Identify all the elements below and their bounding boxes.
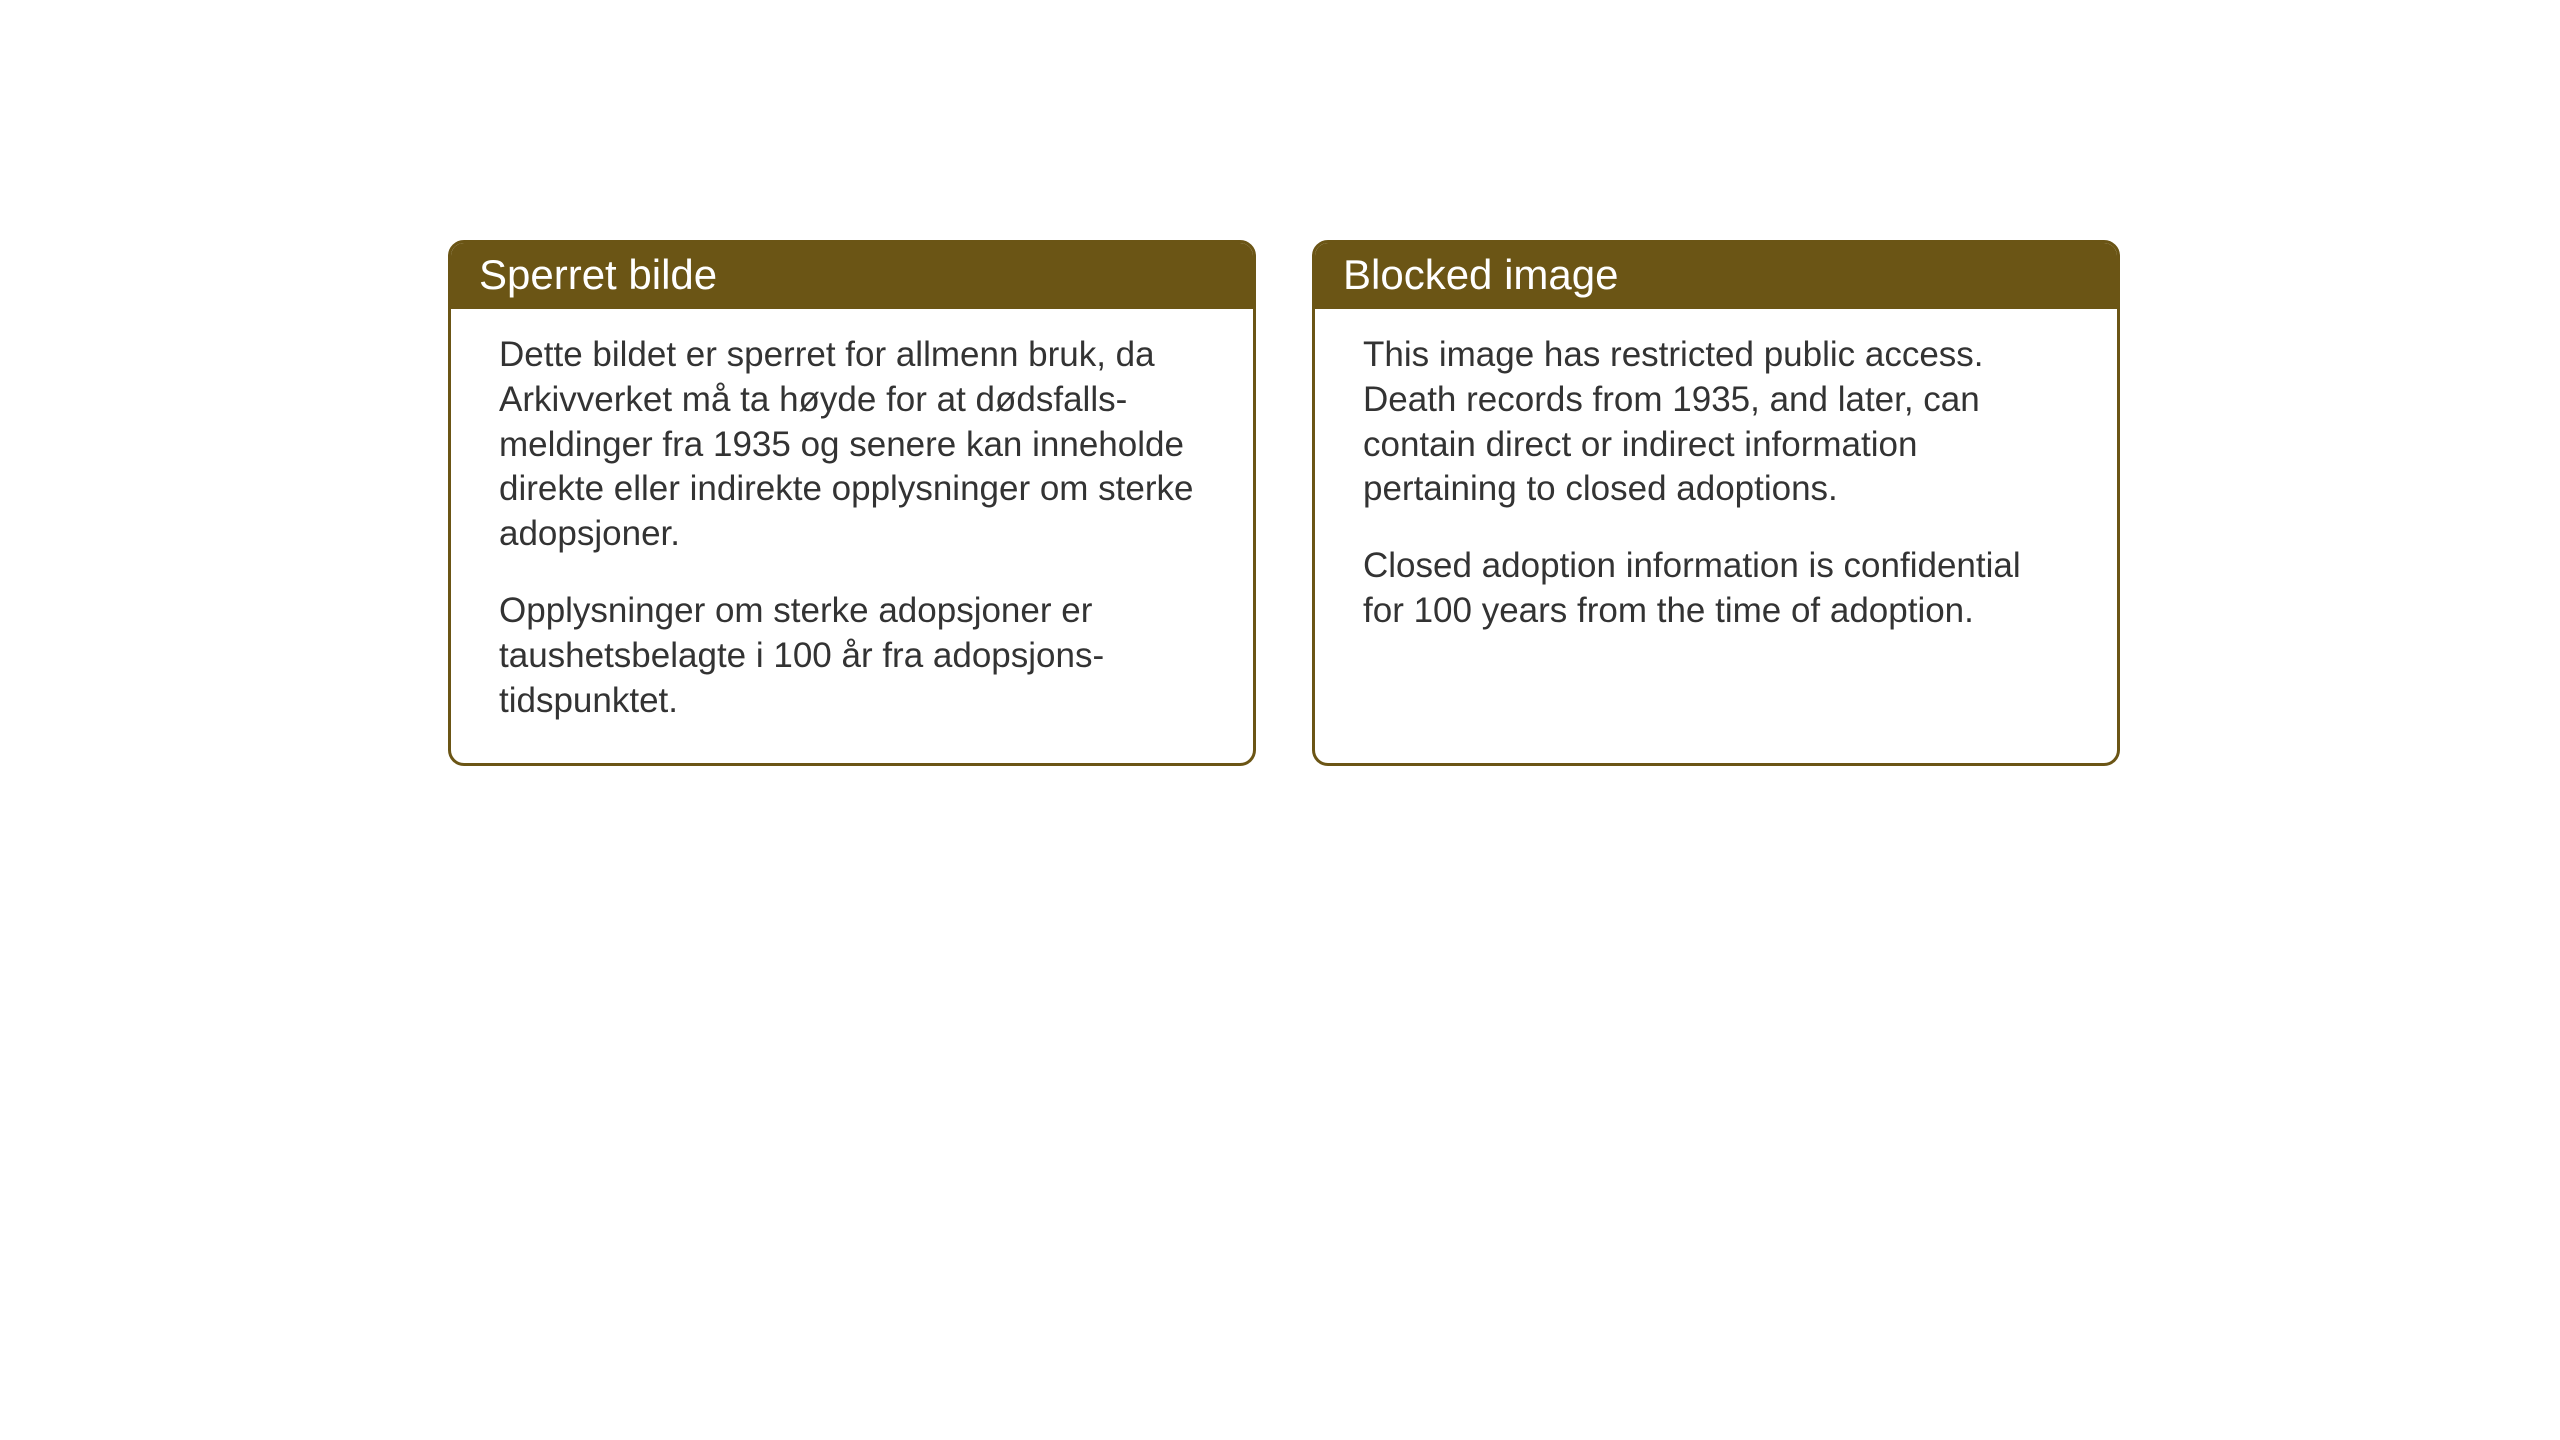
card-paragraph-2-english: Closed adoption information is confident… — [1363, 544, 2069, 634]
card-paragraph-2-norwegian: Opplysninger om sterke adopsjoner er tau… — [499, 589, 1205, 723]
card-header-english: Blocked image — [1315, 243, 2117, 309]
card-paragraph-1-norwegian: Dette bildet er sperret for allmenn bruk… — [499, 333, 1205, 557]
card-header-norwegian: Sperret bilde — [451, 243, 1253, 309]
card-body-english: This image has restricted public access.… — [1315, 309, 2117, 674]
info-cards-container: Sperret bilde Dette bildet er sperret fo… — [448, 240, 2120, 766]
card-title-norwegian: Sperret bilde — [479, 251, 717, 298]
info-card-english: Blocked image This image has restricted … — [1312, 240, 2120, 766]
card-body-norwegian: Dette bildet er sperret for allmenn bruk… — [451, 309, 1253, 763]
info-card-norwegian: Sperret bilde Dette bildet er sperret fo… — [448, 240, 1256, 766]
card-title-english: Blocked image — [1343, 251, 1618, 298]
card-paragraph-1-english: This image has restricted public access.… — [1363, 333, 2069, 512]
